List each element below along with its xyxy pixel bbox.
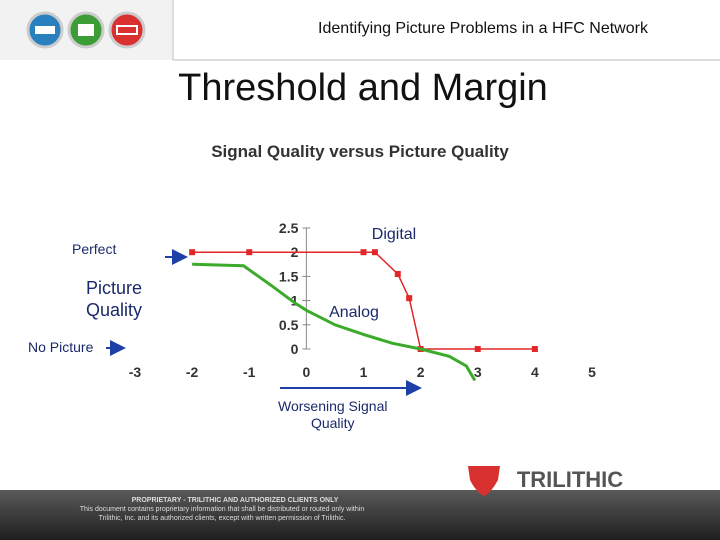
logo-text: TRILITHIC — [517, 467, 623, 492]
footer-bar — [0, 490, 720, 540]
x-tick-label: 0 — [302, 364, 310, 380]
logo-shield — [468, 466, 500, 496]
series-label: Analog — [329, 304, 379, 321]
marker — [531, 346, 538, 352]
x-tick-label: 5 — [588, 364, 596, 380]
footer-notice: PROPRIETARY - TRILITHIC AND AUTHORIZED C… — [132, 497, 339, 504]
footer-disclaimer: Trilithic, Inc. and its authorized clien… — [99, 515, 346, 522]
y-tick-label: 0 — [291, 341, 299, 357]
x-tick-label: 3 — [474, 364, 482, 380]
series-label: Digital — [372, 226, 416, 243]
slide-title: Threshold and Margin — [178, 67, 548, 109]
annotation: No Picture — [28, 339, 94, 355]
marker — [189, 249, 196, 256]
annotation: Worsening Signal Quality — [278, 398, 388, 431]
marker — [394, 270, 401, 277]
icon-glyph — [35, 26, 55, 34]
x-tick-label: 4 — [531, 364, 539, 380]
marker — [371, 249, 378, 256]
x-tick-label: -1 — [243, 364, 256, 380]
x-tick-label: 2 — [417, 364, 425, 380]
icon-glyph — [78, 24, 94, 36]
marker — [474, 346, 481, 352]
chart-title: Signal Quality versus Picture Quality — [211, 142, 509, 161]
header-title: Identifying Picture Problems in a HFC Ne… — [318, 20, 649, 37]
footer-disclaimer: This document contains proprietary infor… — [80, 506, 365, 513]
marker — [246, 249, 253, 256]
marker — [406, 295, 413, 302]
marker — [360, 249, 367, 256]
series-line — [192, 262, 477, 382]
y-tick-label: 2.5 — [279, 220, 299, 236]
annotation: Picture Quality — [86, 278, 143, 320]
x-tick-label: 1 — [360, 364, 368, 380]
x-tick-label: -2 — [186, 364, 199, 380]
x-tick-label: -3 — [129, 364, 142, 380]
y-tick-label: 1 — [291, 293, 299, 309]
icon — [108, 11, 146, 49]
y-tick-label: 0.5 — [279, 317, 299, 333]
icon-glyph — [116, 25, 138, 35]
y-tick-label: 1.5 — [279, 268, 299, 284]
annotation: Perfect — [72, 241, 117, 257]
